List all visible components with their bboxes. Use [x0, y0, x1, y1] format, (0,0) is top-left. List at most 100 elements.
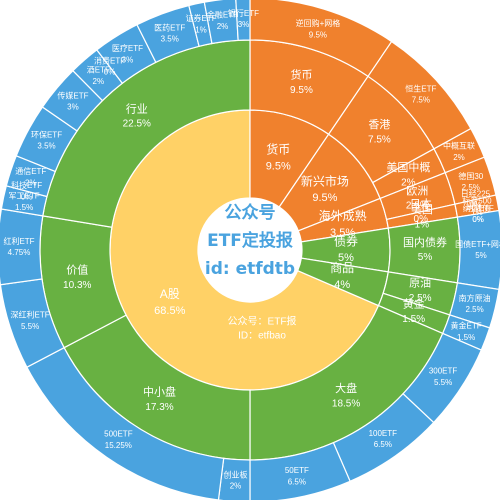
ring3-value-5: 1% — [471, 208, 483, 217]
ring3-value-17: 4.75% — [8, 248, 31, 257]
ring3-value-8: 5% — [475, 251, 487, 260]
ring3-label-29: 银行ETF — [228, 8, 259, 18]
ring1-value-4: 5% — [338, 252, 354, 264]
ring2-value-4: 0% — [414, 214, 429, 225]
ring3-label-8: 国债ETF+网格 — [455, 239, 500, 249]
ring3-value-24: 0% — [104, 68, 116, 77]
ring3-value-18: 1.5% — [15, 203, 33, 212]
ring3-value-22: 3% — [67, 103, 79, 112]
ring3-label-25: 医疗ETF — [112, 43, 143, 53]
ring3-label-22: 传媒ETF — [57, 91, 88, 101]
ring3-label-21: 环保ETF — [31, 130, 62, 140]
ring2-label-2: 美国中概 — [386, 161, 430, 174]
ring2-label-6: 国内债券 — [403, 235, 447, 249]
ring2-value-0: 9.5% — [290, 85, 313, 96]
ring3-label-10: 黄金ETF — [451, 321, 482, 331]
ring3-label-16: 深红利ETF — [11, 310, 50, 320]
ring3-label-0: 逆回购+网格 — [296, 18, 341, 28]
ring3-value-25: 3% — [122, 55, 134, 64]
ring3-label-27: 证券ETF — [185, 13, 216, 23]
ring3-label-20: 通信ETF — [15, 166, 46, 176]
ring1-label-4: 债券 — [334, 233, 358, 248]
ring2-label-7: 原油 — [409, 276, 431, 290]
ring3-value-20: 2% — [25, 178, 37, 187]
ring2-label-5: 美国 — [411, 203, 433, 216]
ring2-value-5: 1% — [415, 219, 430, 230]
ring3-label-1: 恒生ETF — [405, 83, 436, 93]
ring3-value-13: 6.5% — [288, 477, 306, 486]
ring3-label-23: 酒ETF — [87, 66, 110, 75]
ring3-value-12: 6.5% — [374, 440, 392, 449]
ring1-label-2: 新兴市场 — [301, 173, 349, 188]
ring3-value-4: 0% — [470, 201, 482, 210]
ring3-label-19: 科技ETF — [11, 180, 42, 190]
annotation-line-1: ID：etfbao — [238, 331, 286, 342]
ring3-value-14: 2% — [230, 482, 242, 491]
ring2-label-8: 黄金 — [403, 297, 425, 311]
ring3-label-5: 标普500 — [462, 196, 492, 206]
ring2-label-9: 大盘 — [335, 381, 357, 395]
ring1-value-2: 9.5% — [312, 192, 337, 204]
ring3-label-13: 50ETF — [285, 466, 309, 475]
ring3-label-2: 中概互联 — [443, 141, 475, 151]
ring3-label-18: 军工ETF — [9, 192, 40, 201]
ring1-value-0: 68.5% — [154, 305, 185, 317]
ring2-value-1: 7.5% — [368, 134, 391, 145]
ring2-value-2: 2% — [401, 178, 416, 189]
ring1-label-1: 货币 — [266, 142, 290, 157]
ring3-value-15: 15.25% — [105, 441, 132, 450]
annotation-line-0: 公众号：ETF报 — [228, 315, 297, 328]
ring3-segment-17 — [0, 208, 44, 286]
ring1-label-0: A股 — [160, 287, 180, 301]
labels-layer: A股68.5%货币9.5%新兴市场9.5%海外成熟3.5%债券5%商品4%货币9… — [3, 8, 500, 491]
ring2-label-4: 日本 — [410, 197, 432, 211]
ring3-label-24: 消费ETF — [94, 55, 125, 65]
ring3-label-12: 100ETF — [369, 429, 398, 438]
ring2-value-6: 5% — [418, 252, 433, 263]
ring3-value-9: 2.5% — [466, 305, 484, 314]
ring2-label-10: 中小盘 — [143, 385, 176, 399]
ring3-value-11: 5.5% — [434, 378, 452, 387]
ring2-label-11: 价值 — [66, 264, 88, 277]
ring1-label-5: 商品 — [330, 260, 354, 275]
ring3-value-29: 3% — [238, 20, 250, 29]
ring2-value-11: 10.3% — [63, 280, 91, 291]
center-layer: 公众号 ETF定投报 id: etfdtb — [198, 198, 302, 302]
ring3-label-7: 可转债 — [466, 203, 490, 213]
ring2-value-12: 22.5% — [123, 119, 151, 130]
ring3-value-26: 3.5% — [161, 35, 179, 44]
ring1-label-3: 海外成熟 — [319, 208, 367, 223]
ring2-value-10: 17.3% — [145, 402, 173, 413]
ring3-label-14: 创业板 — [223, 469, 247, 479]
ring2-value-8: 1.5% — [402, 314, 425, 325]
ring3-label-4: 日经225 — [461, 189, 491, 199]
ring2-label-0: 货币 — [290, 67, 312, 81]
ring3-value-10: 1.5% — [457, 333, 475, 342]
ring1-value-5: 4% — [334, 279, 350, 291]
ring3-value-27: 1% — [195, 25, 207, 34]
ring3-value-2: 2% — [453, 153, 465, 162]
ring2-value-7: 2.5% — [409, 293, 432, 304]
center-line1: 公众号 — [225, 202, 276, 223]
ring2-value-3: 2.5% — [406, 201, 429, 212]
ring3-value-19: 0% — [21, 192, 33, 201]
ring3-label-17: 红利ETF — [3, 236, 34, 246]
ring1-value-1: 9.5% — [266, 160, 291, 172]
ring3-label-11: 300ETF — [429, 367, 458, 376]
ring3-value-23: 2% — [93, 77, 105, 86]
ring3-value-21: 3.5% — [37, 142, 55, 151]
ring3-value-16: 5.5% — [21, 322, 39, 331]
ring3-value-1: 7.5% — [412, 96, 430, 105]
ring3-value-7: 0% — [472, 215, 484, 224]
ring3-label-6: 纳指ETF — [463, 203, 494, 213]
ring3-label-26: 医药ETF — [154, 22, 185, 32]
ring2-label-12: 行业 — [126, 102, 148, 115]
center-line2: ETF定投报 — [207, 230, 293, 251]
ring3-label-3: 德国30 — [458, 171, 483, 181]
ring3-value-6: 0% — [472, 215, 484, 224]
ring2-label-1: 香港 — [368, 118, 390, 131]
ring3-label-9: 南方原油 — [459, 293, 491, 303]
ring2-value-9: 18.5% — [332, 398, 360, 409]
